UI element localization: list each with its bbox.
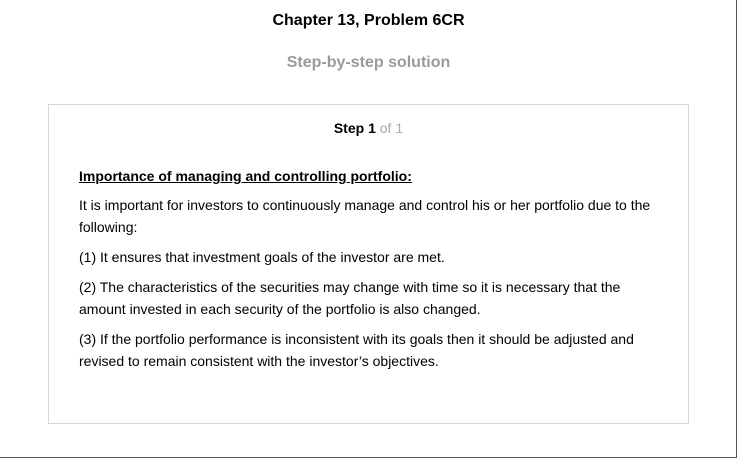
- content-paragraph: (1) It ensures that investment goals of …: [79, 249, 445, 265]
- content-paragraph: (3) If the portfolio performance is inco…: [79, 331, 634, 369]
- page-title: Chapter 13, Problem 6CR: [272, 12, 465, 29]
- solution-card: Step 1 of 1 Importance of managing and c…: [48, 104, 689, 424]
- step-number: 1: [368, 120, 376, 136]
- step-label: Step: [333, 120, 365, 136]
- step-content: Importance of managing and controlling p…: [79, 165, 659, 380]
- page-subtitle: Step-by-step solution: [286, 54, 451, 71]
- content-heading: Importance of managing and controlling p…: [79, 168, 412, 184]
- step-total: 1: [395, 120, 404, 136]
- content-paragraph: It is important for investors to continu…: [79, 197, 651, 235]
- content-paragraph: (2) The characteristics of the securitie…: [79, 279, 621, 317]
- step-indicator: Step 1 of 1: [49, 119, 688, 137]
- step-of-label: of: [379, 120, 392, 136]
